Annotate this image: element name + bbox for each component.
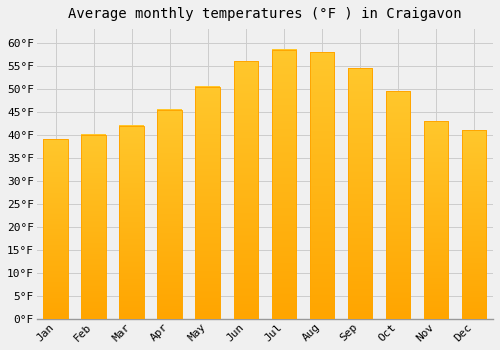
- Bar: [158, 110, 182, 319]
- Bar: [272, 50, 296, 319]
- Bar: [386, 91, 410, 319]
- Bar: [82, 135, 106, 319]
- Bar: [424, 121, 448, 319]
- Bar: [234, 61, 258, 319]
- Bar: [120, 126, 144, 319]
- Title: Average monthly temperatures (°F ) in Craigavon: Average monthly temperatures (°F ) in Cr…: [68, 7, 462, 21]
- Bar: [348, 68, 372, 319]
- Bar: [310, 52, 334, 319]
- Bar: [462, 130, 486, 319]
- Bar: [196, 86, 220, 319]
- Bar: [44, 139, 68, 319]
